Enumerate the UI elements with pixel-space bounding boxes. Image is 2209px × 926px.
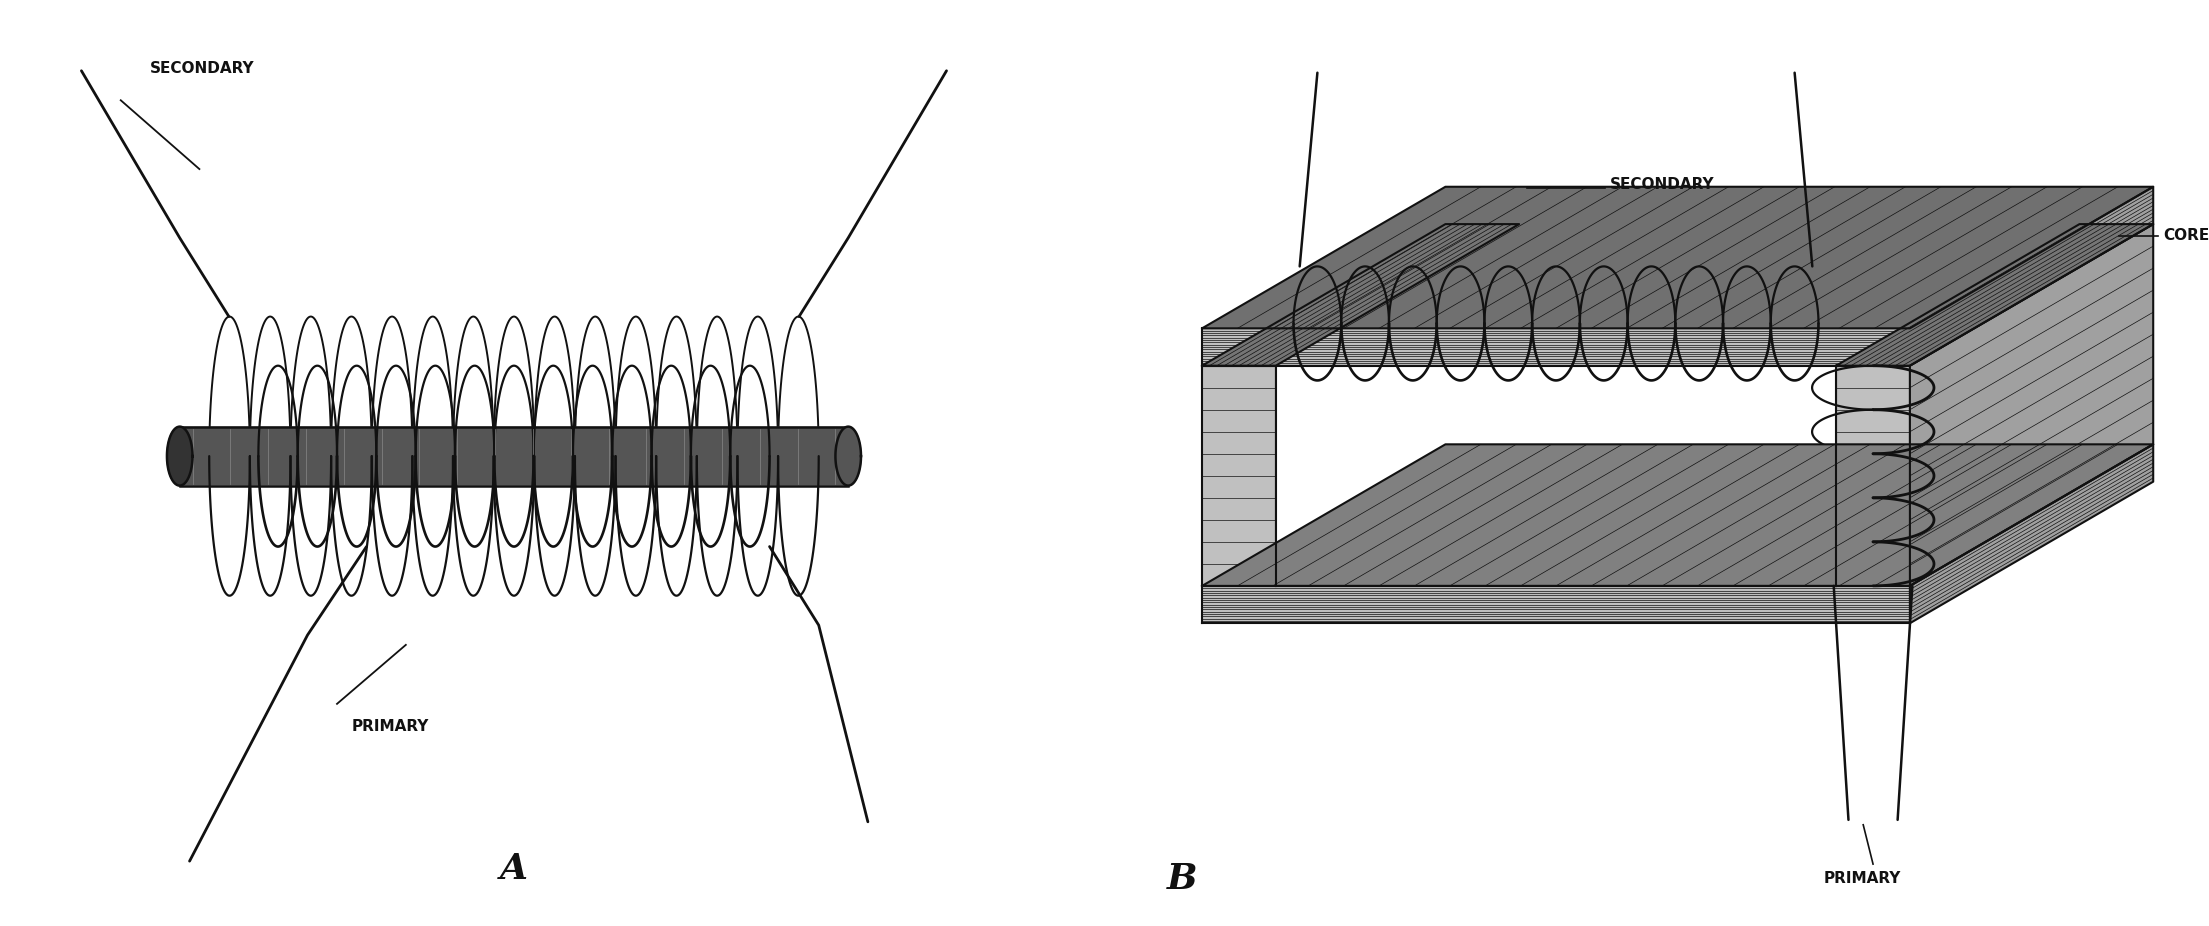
Polygon shape <box>1911 444 2154 623</box>
Polygon shape <box>1202 366 1277 586</box>
Polygon shape <box>1911 224 2154 586</box>
Polygon shape <box>1202 329 1911 366</box>
Text: A: A <box>499 852 528 886</box>
Text: PRIMARY: PRIMARY <box>1825 871 1902 886</box>
Polygon shape <box>1202 224 1520 366</box>
Polygon shape <box>1836 224 2154 366</box>
Polygon shape <box>1202 444 2154 586</box>
Text: PRIMARY: PRIMARY <box>351 719 429 733</box>
FancyBboxPatch shape <box>179 427 848 485</box>
Text: SECONDARY: SECONDARY <box>150 61 254 76</box>
Polygon shape <box>1202 187 2154 329</box>
Text: SECONDARY: SECONDARY <box>1610 177 1714 193</box>
Polygon shape <box>1277 366 1836 586</box>
Text: B: B <box>1166 862 1197 895</box>
Polygon shape <box>1836 366 1911 586</box>
Text: CORE: CORE <box>2163 229 2209 244</box>
Polygon shape <box>835 427 862 485</box>
Polygon shape <box>168 427 192 485</box>
Polygon shape <box>1911 187 2154 366</box>
Polygon shape <box>1202 586 1911 623</box>
